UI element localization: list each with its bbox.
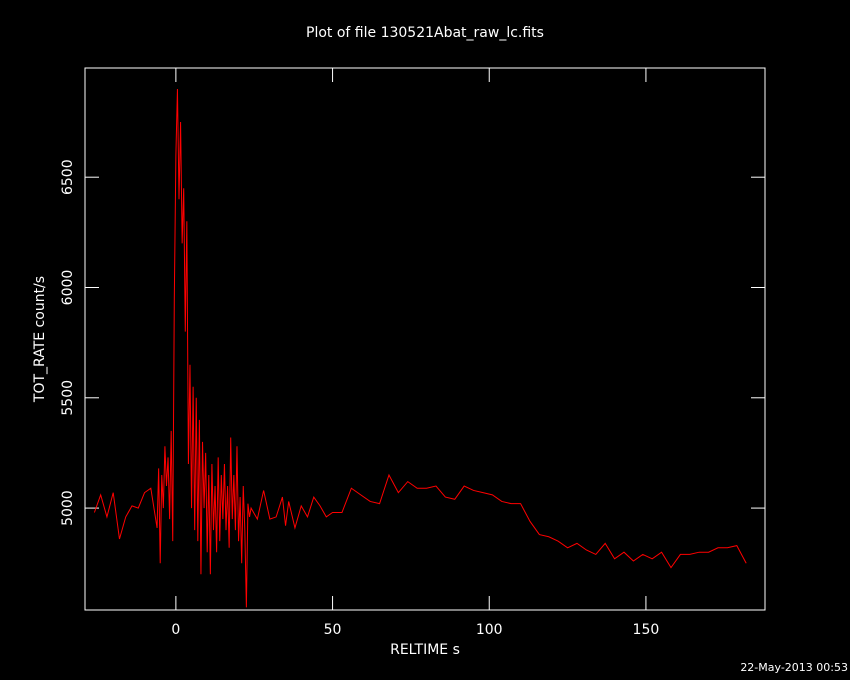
y-tick-label: 6500 — [60, 159, 76, 195]
plot-frame — [84, 67, 766, 611]
light-curve — [93, 88, 747, 608]
chart-title: Plot of file 130521Abat_raw_lc.fits — [306, 25, 544, 41]
y-tick-label: 5500 — [60, 380, 76, 416]
y-axis-label: TOT_RATE count/s — [32, 276, 48, 403]
x-axis-label: RELTIME s — [390, 642, 460, 658]
y-tick-label: 5000 — [60, 490, 76, 526]
timestamp: 22-May-2013 00:53 — [740, 661, 848, 674]
x-tick-label: 50 — [324, 622, 342, 638]
y-tick-label: 6000 — [60, 270, 76, 306]
x-tick-label: 150 — [633, 622, 660, 638]
x-tick-label: 100 — [476, 622, 503, 638]
x-tick-label: 0 — [171, 622, 180, 638]
